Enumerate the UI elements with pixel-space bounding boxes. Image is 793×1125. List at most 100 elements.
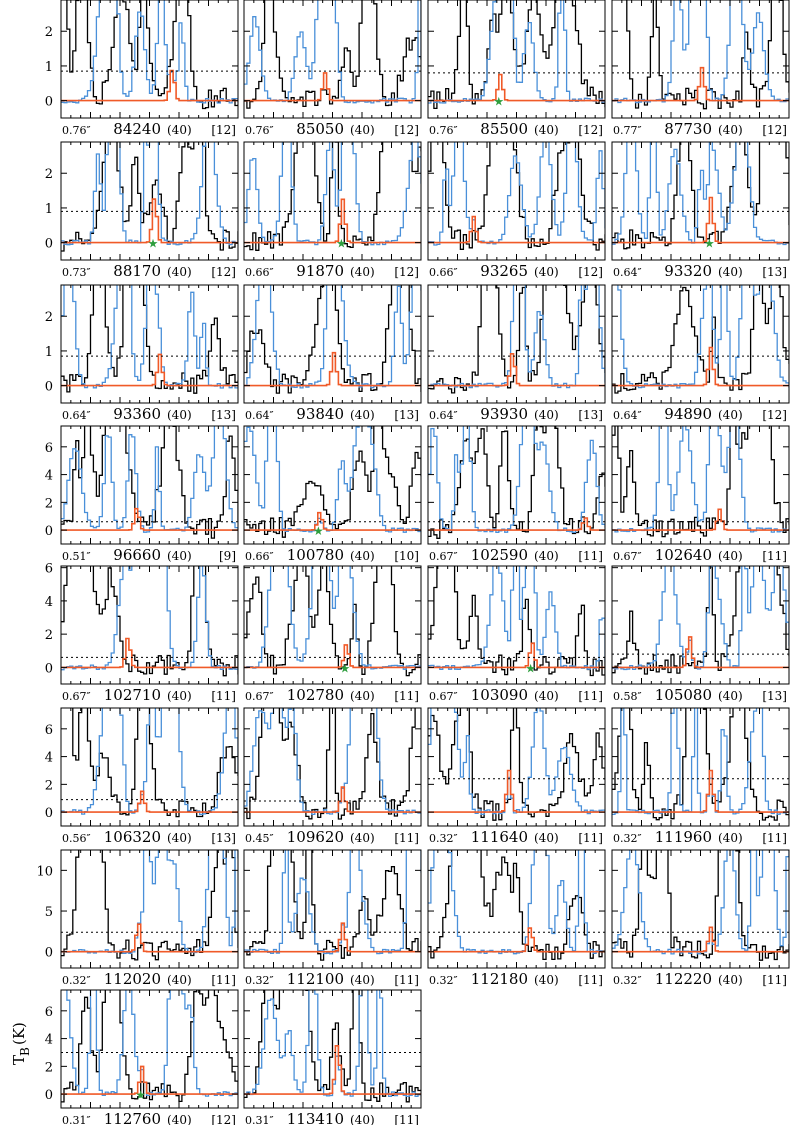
y-tick-label: 10 xyxy=(36,864,53,879)
y-tick-label: 6 xyxy=(45,723,53,738)
spectrum-panel: 0 1 2 0.64″ 93360 (40) [13] xyxy=(45,284,239,423)
plot-area xyxy=(244,850,421,961)
count-label: (40) xyxy=(350,549,375,563)
model-all-species xyxy=(244,0,421,104)
observed-spectrum xyxy=(626,0,789,110)
index-label: [11] xyxy=(762,973,787,987)
model-species xyxy=(612,66,789,102)
spectrum-panel: ★ 0 1 2 0.73″ 88170 (40) [12] xyxy=(45,141,239,280)
frequency-label: 84240 xyxy=(113,120,161,138)
spectrum-panel: 0.66″ 93265 (40) [12] xyxy=(427,141,606,280)
count-label: (40) xyxy=(350,123,375,137)
model-all-species xyxy=(428,850,605,955)
observed-spectrum xyxy=(612,426,789,538)
y-tick-label: 0 xyxy=(45,380,53,395)
frequency-label: 103090 xyxy=(471,686,528,704)
beam-size-label: 0.32″ xyxy=(429,974,458,987)
count-label: (40) xyxy=(350,973,375,987)
beam-size-label: 0.56″ xyxy=(62,832,91,845)
count-label: (40) xyxy=(350,831,375,845)
plot-area xyxy=(612,566,789,675)
model-all-species xyxy=(244,285,421,389)
observed-spectrum xyxy=(61,426,238,539)
observed-spectrum xyxy=(428,566,605,677)
index-label: [13] xyxy=(578,408,603,422)
observed-spectrum xyxy=(612,285,789,394)
frequency-label: 113410 xyxy=(287,1110,344,1125)
line-marker-icon: ★ xyxy=(525,661,536,675)
index-label: [9] xyxy=(219,549,236,563)
observed-spectrum xyxy=(66,0,238,110)
observed-spectrum xyxy=(61,566,238,677)
y-tick-label: 0 xyxy=(45,806,53,821)
y-tick-label: 6 xyxy=(45,562,53,577)
spectrum-panel: 0 2 4 6 0.56″ 106320 (40) [13] xyxy=(45,707,239,846)
y-tick-label: 0 xyxy=(45,661,53,676)
model-species xyxy=(612,196,789,244)
frequency-label: 112020 xyxy=(104,970,161,988)
frequency-label: 112220 xyxy=(655,970,712,988)
plot-area: ★ xyxy=(61,142,238,252)
model-species xyxy=(428,73,605,102)
index-label: [11] xyxy=(578,973,603,987)
y-tick-label: 2 xyxy=(45,167,53,182)
plot-area xyxy=(61,708,238,818)
model-species xyxy=(244,922,421,953)
plot-area xyxy=(428,850,605,961)
y-tick-label: 1 xyxy=(45,345,53,360)
frequency-label: 88170 xyxy=(113,262,161,280)
count-label: (40) xyxy=(718,831,743,845)
frequency-label: 112100 xyxy=(287,970,344,988)
index-label: [12] xyxy=(211,265,236,279)
spectrum-panel: 0 1 2 0.76″ 84240 (40) [12] xyxy=(45,0,239,138)
index-label: [12] xyxy=(211,123,236,137)
plot-area xyxy=(61,0,238,110)
frequency-label: 93930 xyxy=(480,405,528,423)
index-label: [11] xyxy=(762,831,787,845)
beam-size-label: 0.76″ xyxy=(245,124,274,137)
observed-spectrum xyxy=(244,0,421,109)
y-axis-title: T B (K) xyxy=(10,1022,32,1065)
plot-area: ★ xyxy=(244,566,421,677)
index-label: [13] xyxy=(211,831,236,845)
spectrum-panel: 0.58″ 105080 (40) [13] xyxy=(611,565,790,704)
model-species xyxy=(428,642,605,669)
frequency-label: 111960 xyxy=(655,828,712,846)
model-all-species xyxy=(244,142,421,246)
beam-size-label: 0.67″ xyxy=(429,550,458,563)
count-label: (40) xyxy=(718,973,743,987)
plot-area xyxy=(244,990,421,1103)
beam-size-label: 0.67″ xyxy=(613,550,642,563)
model-all-species xyxy=(66,990,238,1097)
model-species xyxy=(428,517,605,531)
model-species xyxy=(61,923,238,953)
y-tick-label: 2 xyxy=(45,628,53,643)
y-tick-label: 6 xyxy=(45,441,53,456)
frequency-label: 93320 xyxy=(664,262,712,280)
plot-area: ★ xyxy=(428,566,605,677)
model-species xyxy=(428,927,605,953)
spectrum-panel: ★ 0.67″ 102780 (40) [11] xyxy=(243,565,422,704)
spectrum-panel: 0.32″ 111640 (40) [11] xyxy=(427,707,606,846)
frequency-label: 106320 xyxy=(104,828,161,846)
beam-size-label: 0.64″ xyxy=(613,409,642,422)
model-species xyxy=(244,198,421,244)
observed-spectrum xyxy=(244,142,421,251)
beam-size-label: 0.64″ xyxy=(613,266,642,279)
y-tick-label: 4 xyxy=(45,751,53,766)
count-label: (40) xyxy=(718,123,743,137)
y-tick-label: 2 xyxy=(45,1060,53,1075)
y-tick-label: 2 xyxy=(45,310,53,325)
spectrum-panel: 0 5 10 0.32″ 112020 (40) [11] xyxy=(36,849,239,988)
model-species xyxy=(428,215,605,244)
model-species xyxy=(244,1045,421,1095)
model-species xyxy=(244,644,421,669)
line-marker-icon: ★ xyxy=(704,237,715,251)
frequency-label: 87730 xyxy=(664,120,712,138)
spectrum-panel: ★ 0.67″ 103090 (40) [11] xyxy=(427,565,606,704)
observed-spectrum xyxy=(612,142,789,250)
index-label: [11] xyxy=(211,973,236,987)
spectrum-panel: 0.32″ 112220 (40) [11] xyxy=(611,849,790,988)
index-label: [12] xyxy=(578,265,603,279)
